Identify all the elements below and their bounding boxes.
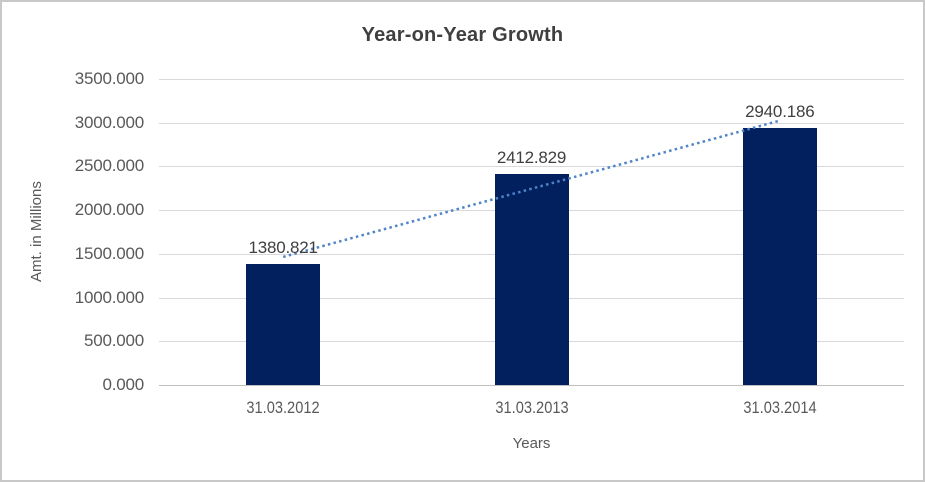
gridline: [159, 385, 904, 386]
trendline[interactable]: [159, 79, 904, 385]
y-tick-label: 3500.000: [74, 69, 145, 88]
y-tick-label: 3000.000: [74, 112, 145, 132]
y-tick-label: 500.000: [83, 331, 144, 351]
y-tick-label: 1500.000: [74, 243, 145, 263]
y-tick-label: 1000.000: [74, 287, 145, 307]
x-axis-title: Years: [512, 435, 551, 452]
gridline: [159, 122, 904, 124]
chart-title: Year-on-Year Growth: [361, 24, 564, 46]
y-tick-label: 2500.000: [74, 156, 145, 176]
trendline-line[interactable]: [282, 119, 781, 259]
x-tick-label: 31.03.2013: [494, 398, 569, 417]
bar-value-label: 1380.821: [248, 238, 319, 258]
x-tick-label: 31.03.2012: [246, 398, 320, 417]
x-tick-label: 31.03.2014: [743, 398, 817, 417]
gridline: [159, 79, 904, 80]
bar-value-label: 2940.186: [745, 101, 815, 121]
bar[interactable]: [246, 264, 321, 385]
bar[interactable]: [742, 127, 817, 385]
gridline: [159, 166, 904, 168]
y-tick-label: 2000.000: [74, 200, 145, 220]
bar-value-label: 2412.829: [496, 148, 567, 168]
bar[interactable]: [494, 174, 569, 385]
plot-area: 3500.000 3000.000 2500.000 2000.000 1500…: [75, 70, 904, 452]
y-tick-label: 0.000: [102, 375, 144, 394]
